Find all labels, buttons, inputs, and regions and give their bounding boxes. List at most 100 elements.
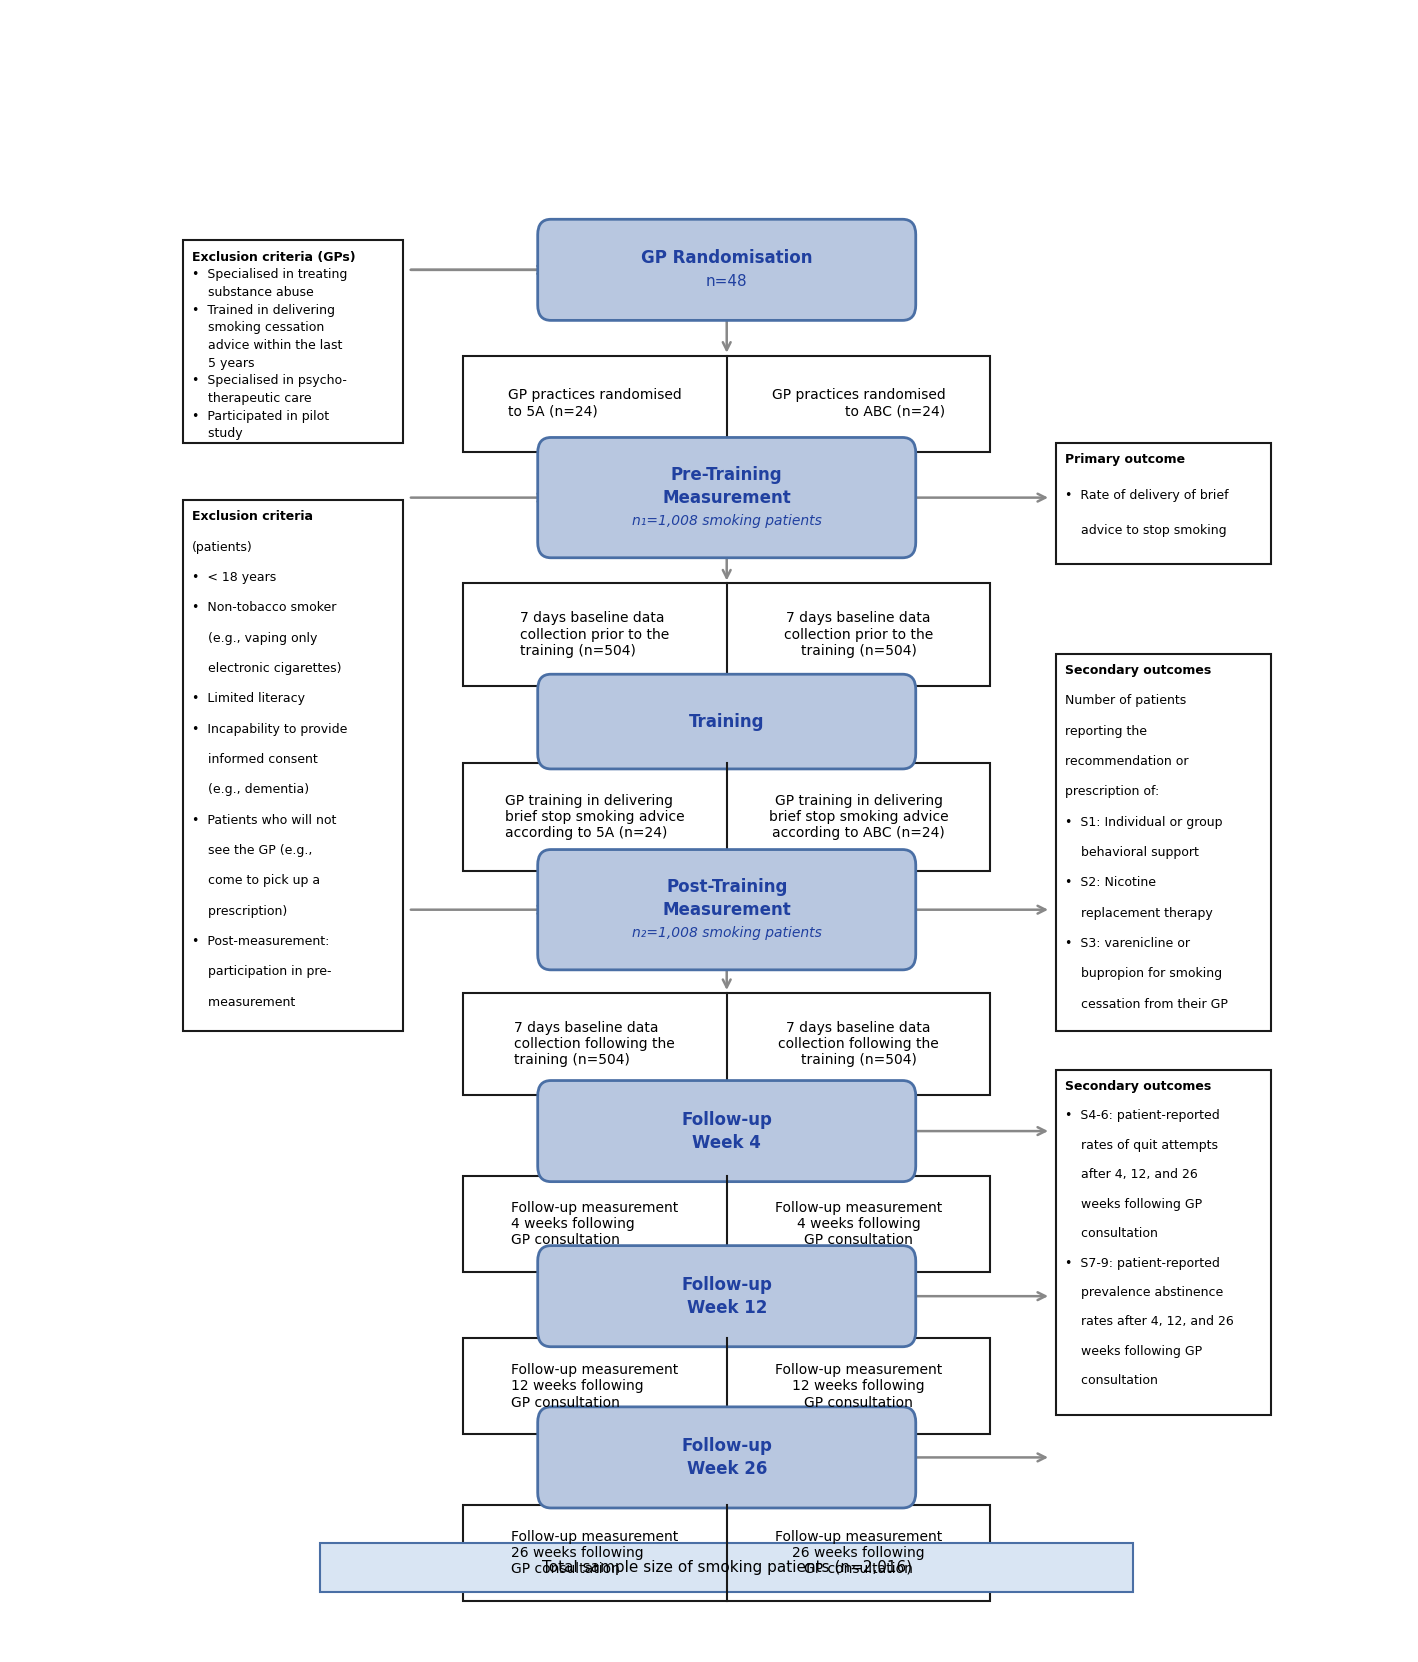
Text: Follow-up measurement
4 weeks following
GP consultation: Follow-up measurement 4 weeks following … xyxy=(512,1200,678,1246)
FancyBboxPatch shape xyxy=(537,1406,916,1507)
Bar xyxy=(320,1542,1133,1592)
Text: rates after 4, 12, and 26: rates after 4, 12, and 26 xyxy=(1065,1315,1234,1328)
Text: prescription of:: prescription of: xyxy=(1065,786,1160,798)
Text: informed consent: informed consent xyxy=(191,753,318,766)
Text: advice to stop smoking: advice to stop smoking xyxy=(1065,525,1227,537)
Text: Measurement: Measurement xyxy=(662,901,791,919)
FancyBboxPatch shape xyxy=(537,675,916,770)
Text: •  Non-tobacco smoker: • Non-tobacco smoker xyxy=(191,602,336,615)
Text: after 4, 12, and 26: after 4, 12, and 26 xyxy=(1065,1168,1198,1182)
Text: Follow-up: Follow-up xyxy=(681,1438,773,1454)
Text: substance abuse: substance abuse xyxy=(191,286,313,299)
Text: Pre-Training: Pre-Training xyxy=(671,465,783,484)
Text: prescription): prescription) xyxy=(191,904,286,917)
Bar xyxy=(462,763,990,871)
Text: •  Specialised in treating: • Specialised in treating xyxy=(191,268,347,281)
Text: Primary outcome: Primary outcome xyxy=(1065,452,1185,465)
Text: Follow-up measurement
26 weeks following
GP consultation: Follow-up measurement 26 weeks following… xyxy=(512,1529,678,1576)
Text: Follow-up: Follow-up xyxy=(681,1276,773,1293)
FancyBboxPatch shape xyxy=(537,1245,916,1346)
Text: •  Specialised in psycho-: • Specialised in psycho- xyxy=(191,374,346,387)
Text: consultation: consultation xyxy=(1065,1227,1159,1240)
Text: n₁=1,008 smoking patients: n₁=1,008 smoking patients xyxy=(632,514,821,527)
Text: GP practices randomised
to 5A (n=24): GP practices randomised to 5A (n=24) xyxy=(508,389,682,419)
Text: (e.g., dementia): (e.g., dementia) xyxy=(191,783,309,796)
Text: Follow-up: Follow-up xyxy=(681,1110,773,1128)
Text: electronic cigarettes): electronic cigarettes) xyxy=(191,661,342,675)
Text: 7 days baseline data
collection prior to the
training (n=504): 7 days baseline data collection prior to… xyxy=(784,612,933,658)
Text: weeks following GP: weeks following GP xyxy=(1065,1345,1202,1358)
Text: reporting the: reporting the xyxy=(1065,725,1147,738)
Text: prevalence abstinence: prevalence abstinence xyxy=(1065,1286,1224,1300)
Bar xyxy=(462,356,990,452)
FancyBboxPatch shape xyxy=(537,219,916,321)
Bar xyxy=(1056,653,1271,1030)
Text: •  Limited literacy: • Limited literacy xyxy=(191,693,305,705)
Text: smoking cessation: smoking cessation xyxy=(191,321,323,334)
Text: cessation from their GP: cessation from their GP xyxy=(1065,997,1228,1010)
FancyBboxPatch shape xyxy=(537,1080,916,1182)
Text: Post-Training: Post-Training xyxy=(666,878,787,896)
Text: 7 days baseline data
collection following the
training (n=504): 7 days baseline data collection followin… xyxy=(778,1020,939,1067)
Text: recommendation or: recommendation or xyxy=(1065,755,1188,768)
Text: Exclusion criteria (GPs): Exclusion criteria (GPs) xyxy=(191,251,354,264)
Text: weeks following GP: weeks following GP xyxy=(1065,1198,1202,1210)
Text: (patients): (patients) xyxy=(191,540,252,553)
Text: consultation: consultation xyxy=(1065,1374,1159,1388)
Text: Follow-up measurement
4 weeks following
GP consultation: Follow-up measurement 4 weeks following … xyxy=(776,1200,942,1246)
Bar xyxy=(462,583,990,686)
Text: •  Post-measurement:: • Post-measurement: xyxy=(191,936,329,947)
Text: Measurement: Measurement xyxy=(662,489,791,507)
Text: rates of quit attempts: rates of quit attempts xyxy=(1065,1138,1218,1152)
Text: Follow-up measurement
12 weeks following
GP consultation: Follow-up measurement 12 weeks following… xyxy=(512,1363,678,1409)
Text: •  Participated in pilot: • Participated in pilot xyxy=(191,409,329,422)
Bar xyxy=(462,992,990,1095)
Text: participation in pre-: participation in pre- xyxy=(191,966,330,979)
Bar xyxy=(1056,442,1271,563)
Bar xyxy=(1056,1070,1271,1416)
Text: see the GP (e.g.,: see the GP (e.g., xyxy=(191,844,312,858)
Bar xyxy=(183,500,403,1030)
Text: Secondary outcomes: Secondary outcomes xyxy=(1065,1080,1211,1094)
Text: GP training in delivering
brief stop smoking advice
according to ABC (n=24): GP training in delivering brief stop smo… xyxy=(769,794,949,839)
Text: •  Trained in delivering: • Trained in delivering xyxy=(191,304,335,316)
Text: GP training in delivering
brief stop smoking advice
according to 5A (n=24): GP training in delivering brief stop smo… xyxy=(505,794,685,839)
Text: Follow-up measurement
26 weeks following
GP consultation: Follow-up measurement 26 weeks following… xyxy=(776,1529,942,1576)
Bar xyxy=(462,1177,990,1271)
Text: Follow-up measurement
12 weeks following
GP consultation: Follow-up measurement 12 weeks following… xyxy=(776,1363,942,1409)
FancyBboxPatch shape xyxy=(537,437,916,558)
Text: Total sample size of smoking patients (n=2,016): Total sample size of smoking patients (n… xyxy=(542,1561,912,1576)
Text: Week 12: Week 12 xyxy=(686,1298,767,1316)
Text: n₂=1,008 smoking patients: n₂=1,008 smoking patients xyxy=(632,926,821,939)
Text: •  S1: Individual or group: • S1: Individual or group xyxy=(1065,816,1222,829)
Text: therapeutic care: therapeutic care xyxy=(191,392,311,406)
Text: •  S7-9: patient-reported: • S7-9: patient-reported xyxy=(1065,1256,1219,1270)
Text: study: study xyxy=(191,427,242,440)
Bar xyxy=(183,241,403,442)
Text: advice within the last: advice within the last xyxy=(191,339,342,352)
Text: replacement therapy: replacement therapy xyxy=(1065,907,1212,919)
Text: (e.g., vaping only: (e.g., vaping only xyxy=(191,632,316,645)
Text: Exclusion criteria: Exclusion criteria xyxy=(191,510,312,524)
Text: n=48: n=48 xyxy=(706,274,747,289)
Text: Number of patients: Number of patients xyxy=(1065,695,1187,708)
Text: Week 26: Week 26 xyxy=(686,1459,767,1478)
Text: •  S3: varenicline or: • S3: varenicline or xyxy=(1065,937,1190,951)
Bar xyxy=(462,1504,990,1601)
Text: Training: Training xyxy=(689,713,764,731)
Text: Secondary outcomes: Secondary outcomes xyxy=(1065,665,1211,676)
Text: GP practices randomised
to ABC (n=24): GP practices randomised to ABC (n=24) xyxy=(771,389,946,419)
FancyBboxPatch shape xyxy=(537,849,916,971)
Text: bupropion for smoking: bupropion for smoking xyxy=(1065,967,1222,981)
Text: Week 4: Week 4 xyxy=(692,1133,761,1152)
Text: •  < 18 years: • < 18 years xyxy=(191,572,275,583)
Text: •  S4-6: patient-reported: • S4-6: patient-reported xyxy=(1065,1109,1219,1122)
Text: measurement: measurement xyxy=(191,996,295,1009)
Bar xyxy=(462,1338,990,1434)
Text: 5 years: 5 years xyxy=(191,357,254,369)
Text: •  S2: Nicotine: • S2: Nicotine xyxy=(1065,876,1156,889)
Text: 7 days baseline data
collection prior to the
training (n=504): 7 days baseline data collection prior to… xyxy=(520,612,669,658)
Text: come to pick up a: come to pick up a xyxy=(191,874,319,888)
Text: •  Incapability to provide: • Incapability to provide xyxy=(191,723,347,736)
Text: 7 days baseline data
collection following the
training (n=504): 7 days baseline data collection followin… xyxy=(515,1020,675,1067)
